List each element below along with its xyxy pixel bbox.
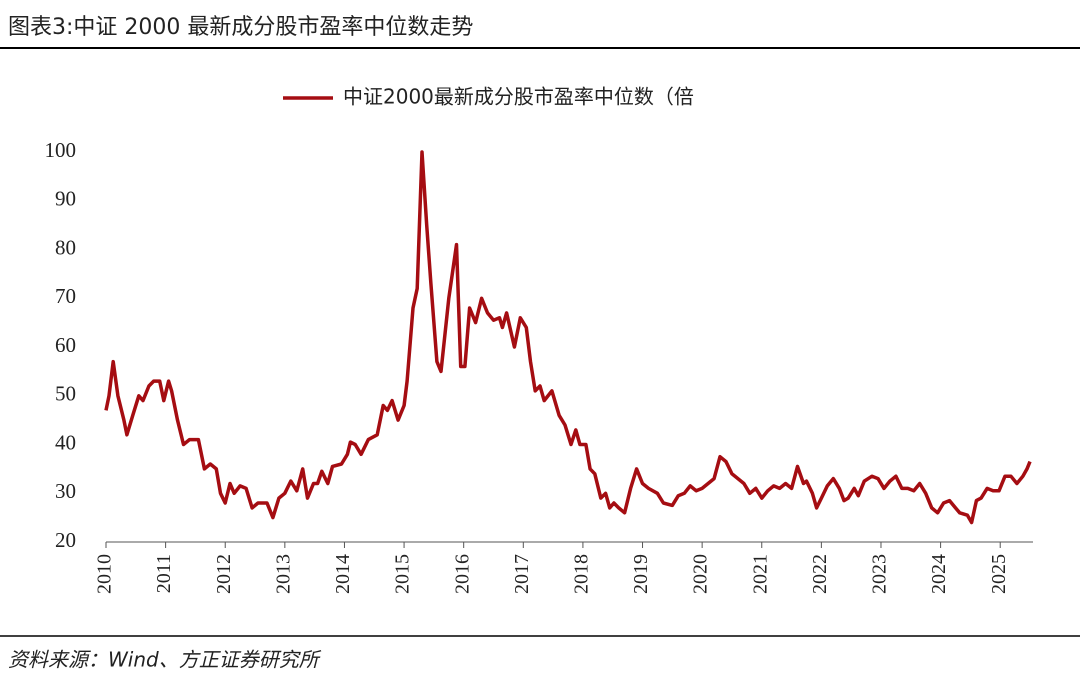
x-tick-label: 2022 — [809, 554, 831, 594]
x-tick-label: 2023 — [869, 554, 891, 594]
y-tick-label: 30 — [55, 479, 76, 503]
x-tick-label: 2012 — [213, 554, 235, 594]
x-tick-label: 2019 — [630, 554, 652, 594]
x-tick-label: 2017 — [511, 554, 533, 594]
x-tick-label: 2011 — [153, 554, 175, 593]
y-tick-label: 40 — [55, 430, 76, 454]
y-tick-label: 20 — [55, 528, 76, 552]
series-line — [104, 150, 1032, 525]
chart-title: 图表3:中证 2000 最新成分股市盈率中位数走势 — [8, 15, 473, 40]
x-tick-label: 2018 — [571, 554, 593, 594]
x-tick-label: 2020 — [690, 554, 712, 594]
x-tick-label: 2024 — [928, 554, 950, 594]
legend-label: 中证2000最新成分股市盈率中位数（倍 — [343, 85, 694, 109]
y-tick-label: 70 — [55, 284, 76, 308]
x-tick-label: 2014 — [332, 554, 354, 594]
x-tick-label: 2021 — [749, 554, 771, 594]
source-note: 资料来源：Wind、方正证券研究所 — [8, 648, 322, 672]
x-tick-label: 2010 — [94, 554, 116, 594]
y-tick-label: 100 — [45, 138, 77, 162]
x-tick-label: 2025 — [988, 554, 1010, 594]
x-tick-label: 2015 — [392, 554, 414, 594]
y-tick-label: 90 — [55, 187, 76, 211]
y-tick-label: 80 — [55, 235, 76, 259]
x-tick-label: 2013 — [272, 554, 294, 594]
y-tick-label: 60 — [55, 333, 76, 357]
x-tick-label: 2016 — [451, 554, 473, 594]
y-tick-label: 50 — [55, 382, 76, 406]
